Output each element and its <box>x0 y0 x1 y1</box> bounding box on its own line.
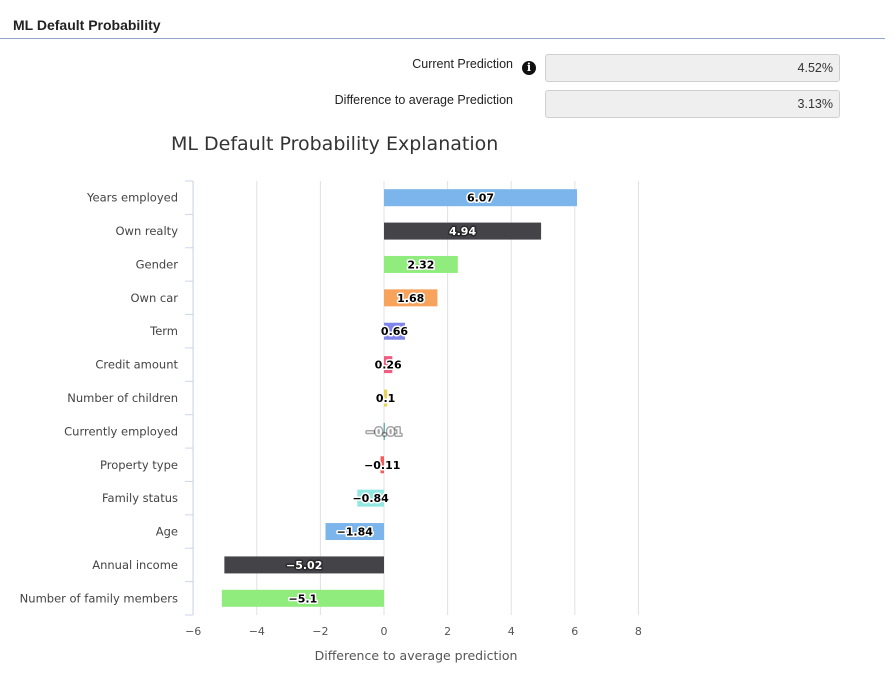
x-tick-label: 8 <box>635 625 642 638</box>
data-label: 0.26 <box>375 359 402 372</box>
bar[interactable] <box>384 255 458 273</box>
x-tick-label: −6 <box>185 625 201 638</box>
category-label: Years employed <box>86 191 178 205</box>
data-label: −0.01 <box>366 425 402 438</box>
x-tick-label: 0 <box>381 625 388 638</box>
category-label: Own realty <box>115 224 178 238</box>
data-label: 6.07 <box>467 192 494 205</box>
bar[interactable] <box>224 556 384 574</box>
category-label: Gender <box>136 257 179 271</box>
info-icon[interactable]: i <box>522 61 536 75</box>
bar[interactable] <box>383 422 385 440</box>
current-prediction-label: Current Prediction <box>412 57 513 71</box>
data-label: −5.02 <box>286 559 322 572</box>
bar[interactable] <box>384 289 438 307</box>
category-label: Property type <box>100 458 178 472</box>
x-tick-label: 4 <box>508 625 515 638</box>
category-label: Credit amount <box>95 358 178 372</box>
data-label: −0.84 <box>352 492 389 505</box>
x-tick-label: −4 <box>249 625 265 638</box>
data-label: 2.32 <box>407 258 434 271</box>
data-label: −5.1 <box>289 592 318 605</box>
current-prediction-field[interactable]: 4.52% <box>545 54 840 82</box>
panel-title: ML Default Probability <box>13 17 161 33</box>
data-label: −0.11 <box>364 459 400 472</box>
data-label: −1.84 <box>337 526 374 539</box>
bar[interactable] <box>384 356 393 374</box>
bar[interactable] <box>384 389 388 407</box>
x-axis-title: Difference to average prediction <box>315 648 518 663</box>
bar[interactable] <box>384 222 542 240</box>
bar[interactable] <box>384 322 405 340</box>
bar[interactable] <box>325 523 384 541</box>
bar[interactable] <box>221 589 384 607</box>
category-label: Annual income <box>92 558 178 572</box>
category-label: Currently employed <box>64 424 178 438</box>
chart-title: ML Default Probability Explanation <box>171 133 499 155</box>
category-label: Number of family members <box>20 591 178 605</box>
data-label: 4.94 <box>449 225 476 238</box>
difference-to-average-label: Difference to average Prediction <box>334 93 513 107</box>
x-tick-label: 6 <box>571 625 578 638</box>
x-tick-label: 2 <box>444 625 451 638</box>
panel-header: ML Default Probability <box>0 0 885 39</box>
bar[interactable] <box>384 189 578 207</box>
data-label: 0.66 <box>381 325 408 338</box>
category-label: Term <box>149 324 178 338</box>
data-label: 1.68 <box>397 292 424 305</box>
category-label: Number of children <box>67 391 178 405</box>
difference-to-average-field[interactable]: 3.13% <box>545 90 840 118</box>
x-tick-label: −2 <box>312 625 328 638</box>
data-label: 0.1 <box>376 392 396 405</box>
category-label: Family status <box>102 491 178 505</box>
category-label: Own car <box>131 291 179 305</box>
category-label: Age <box>156 525 178 539</box>
bar[interactable] <box>380 456 384 474</box>
bar[interactable] <box>357 489 384 507</box>
